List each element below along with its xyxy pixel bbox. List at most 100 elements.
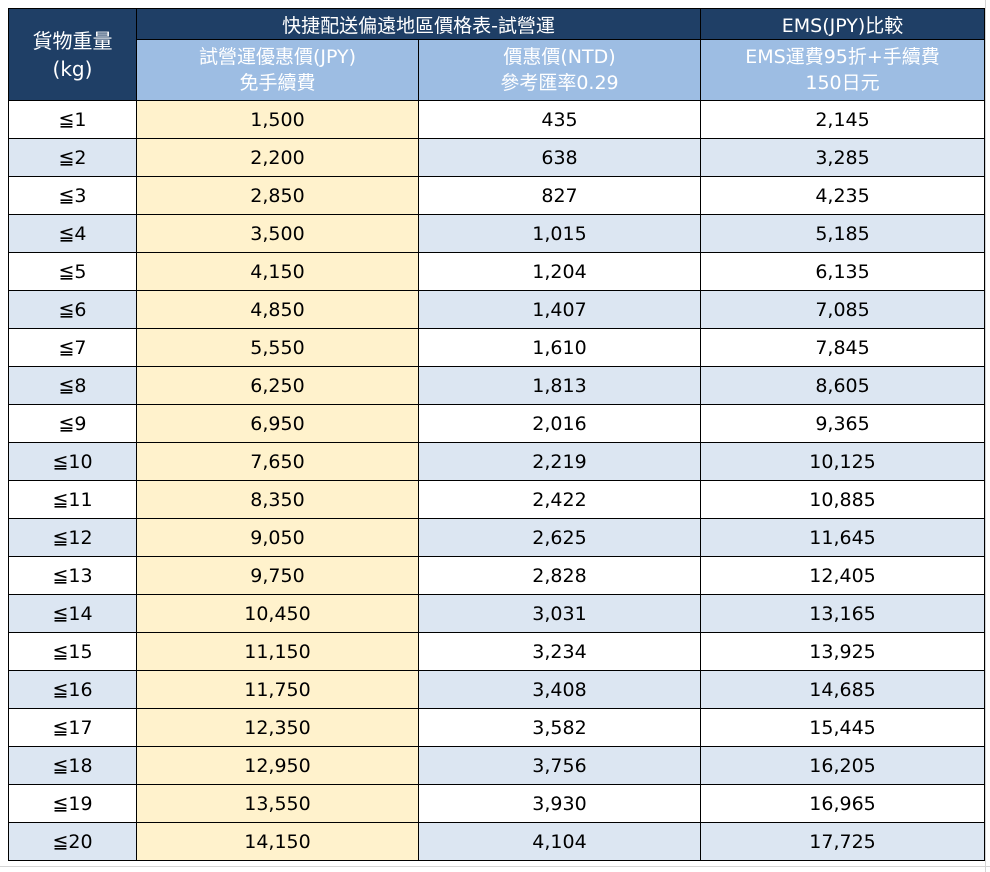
ems-price-cell[interactable]: 9,365 — [700, 404, 986, 443]
weight-cell[interactable]: ≦13 — [8, 556, 137, 595]
ntd-price-cell[interactable]: 3,930 — [417, 784, 702, 823]
ems-price-cell[interactable]: 5,185 — [700, 214, 986, 253]
jpy-price-cell[interactable]: 4,850 — [136, 290, 419, 329]
table-row: ≦14 10,450 3,031 13,165 — [8, 594, 986, 633]
ntd-price-cell[interactable]: 3,756 — [417, 746, 702, 785]
jpy-price-cell[interactable]: 2,850 — [136, 176, 419, 215]
jpy-price-cell[interactable]: 12,950 — [136, 746, 419, 785]
ems-price-cell[interactable]: 11,645 — [700, 518, 986, 557]
remote-area-price-group-header[interactable]: 快捷配送偏遠地區價格表-試營運 — [135, 8, 702, 40]
ntd-price-cell[interactable]: 3,408 — [417, 670, 702, 709]
weight-cell[interactable]: ≦1 — [8, 100, 137, 139]
ems-price-cell[interactable]: 7,845 — [700, 328, 986, 367]
ntd-price-cell[interactable]: 3,582 — [417, 708, 702, 747]
jpy-price-cell[interactable]: 11,150 — [136, 632, 419, 671]
jpy-price-header-line1: 試營運優惠價(JPY) — [198, 46, 357, 68]
ems-price-cell[interactable]: 10,885 — [700, 480, 986, 519]
weight-cell[interactable]: ≦11 — [8, 480, 137, 519]
ntd-price-cell[interactable]: 3,234 — [417, 632, 702, 671]
ems-price-cell[interactable]: 16,965 — [700, 784, 986, 823]
jpy-price-cell[interactable]: 8,350 — [136, 480, 419, 519]
ntd-price-cell[interactable]: 1,407 — [417, 290, 702, 329]
ntd-price-cell[interactable]: 3,031 — [417, 594, 702, 633]
ems-price-cell[interactable]: 13,165 — [700, 594, 986, 633]
ems-price-cell[interactable]: 12,405 — [700, 556, 986, 595]
ntd-price-cell[interactable]: 1,813 — [417, 366, 702, 405]
weight-header-cell[interactable]: 貨物重量 (kg) — [8, 8, 137, 101]
ems-price-cell[interactable]: 13,925 — [700, 632, 986, 671]
jpy-price-cell[interactable]: 4,150 — [136, 252, 419, 291]
jpy-price-cell[interactable]: 9,750 — [136, 556, 419, 595]
jpy-price-cell[interactable]: 9,050 — [136, 518, 419, 557]
jpy-price-cell[interactable]: 14,150 — [136, 822, 419, 861]
jpy-price-cell[interactable]: 12,350 — [136, 708, 419, 747]
weight-cell[interactable]: ≦20 — [8, 822, 137, 861]
jpy-price-cell[interactable]: 11,750 — [136, 670, 419, 709]
weight-cell[interactable]: ≦2 — [8, 138, 137, 177]
ems-price-cell[interactable]: 6,135 — [700, 252, 986, 291]
weight-header-line2: (kg) — [52, 56, 93, 81]
weight-cell[interactable]: ≦15 — [8, 632, 137, 671]
weight-cell[interactable]: ≦3 — [8, 176, 137, 215]
ems-price-cell[interactable]: 3,285 — [700, 138, 986, 177]
jpy-price-cell[interactable]: 13,550 — [136, 784, 419, 823]
jpy-price-cell[interactable]: 2,200 — [136, 138, 419, 177]
table-row: ≦18 12,950 3,756 16,205 — [8, 746, 986, 785]
weight-cell[interactable]: ≦14 — [8, 594, 137, 633]
table-row: ≦7 5,550 1,610 7,845 — [8, 328, 986, 367]
shipping-price-table: 貨物重量 (kg) 快捷配送偏遠地區價格表-試營運 EMS(JPY)比較 試營運… — [8, 8, 986, 861]
ntd-price-cell[interactable]: 638 — [417, 138, 702, 177]
jpy-price-cell[interactable]: 1,500 — [136, 100, 419, 139]
ntd-price-column-header[interactable]: 價惠價(NTD) 參考匯率0.29 — [417, 39, 702, 101]
header-row-columns: 試營運優惠價(JPY) 免手續費 價惠價(NTD) 參考匯率0.29 EMS運費… — [9, 39, 986, 101]
ems-price-cell[interactable]: 7,085 — [700, 290, 986, 329]
ntd-price-cell[interactable]: 1,204 — [417, 252, 702, 291]
table-row: ≦12 9,050 2,625 11,645 — [8, 518, 986, 557]
weight-cell[interactable]: ≦12 — [8, 518, 137, 557]
ntd-price-cell[interactable]: 2,828 — [417, 556, 702, 595]
ems-price-column-header[interactable]: EMS運費95折+手續費 150日元 — [700, 39, 986, 101]
weight-cell[interactable]: ≦7 — [8, 328, 137, 367]
ntd-price-cell[interactable]: 435 — [417, 100, 702, 139]
ems-price-cell[interactable]: 10,125 — [700, 442, 986, 481]
ntd-price-cell[interactable]: 2,219 — [417, 442, 702, 481]
jpy-price-cell[interactable]: 10,450 — [136, 594, 419, 633]
jpy-price-column-header[interactable]: 試營運優惠價(JPY) 免手續費 — [136, 39, 419, 101]
table-row: ≦1 1,500 435 2,145 — [8, 100, 986, 139]
weight-cell[interactable]: ≦10 — [8, 442, 137, 481]
jpy-price-cell[interactable]: 3,500 — [136, 214, 419, 253]
ntd-price-cell[interactable]: 827 — [417, 176, 702, 215]
weight-cell[interactable]: ≦17 — [8, 708, 137, 747]
ntd-price-cell[interactable]: 1,610 — [417, 328, 702, 367]
weight-cell[interactable]: ≦5 — [8, 252, 137, 291]
weight-cell[interactable]: ≦4 — [8, 214, 137, 253]
ntd-price-cell[interactable]: 2,422 — [417, 480, 702, 519]
ntd-price-header-line2: 參考匯率0.29 — [500, 72, 619, 94]
ntd-price-cell[interactable]: 2,625 — [417, 518, 702, 557]
ntd-price-cell[interactable]: 2,016 — [417, 404, 702, 443]
weight-cell[interactable]: ≦9 — [8, 404, 137, 443]
table-row: ≦16 11,750 3,408 14,685 — [8, 670, 986, 709]
ntd-price-cell[interactable]: 1,015 — [417, 214, 702, 253]
table-row: ≦8 6,250 1,813 8,605 — [8, 366, 986, 405]
ntd-price-cell[interactable]: 4,104 — [417, 822, 702, 861]
ems-price-cell[interactable]: 4,235 — [700, 176, 986, 215]
weight-cell[interactable]: ≦8 — [8, 366, 137, 405]
ems-price-cell[interactable]: 17,725 — [700, 822, 986, 861]
ems-price-cell[interactable]: 2,145 — [700, 100, 986, 139]
jpy-price-cell[interactable]: 7,650 — [136, 442, 419, 481]
weight-cell[interactable]: ≦18 — [8, 746, 137, 785]
sheet-gridline — [0, 866, 990, 867]
weight-cell[interactable]: ≦19 — [8, 784, 137, 823]
weight-cell[interactable]: ≦6 — [8, 290, 137, 329]
jpy-price-cell[interactable]: 6,950 — [136, 404, 419, 443]
table-row: ≦6 4,850 1,407 7,085 — [8, 290, 986, 329]
jpy-price-cell[interactable]: 5,550 — [136, 328, 419, 367]
ems-price-cell[interactable]: 14,685 — [700, 670, 986, 709]
jpy-price-cell[interactable]: 6,250 — [136, 366, 419, 405]
weight-cell[interactable]: ≦16 — [8, 670, 137, 709]
ems-price-cell[interactable]: 15,445 — [700, 708, 986, 747]
ems-comparison-group-header[interactable]: EMS(JPY)比較 — [700, 8, 986, 40]
ems-price-cell[interactable]: 16,205 — [700, 746, 986, 785]
ems-price-cell[interactable]: 8,605 — [700, 366, 986, 405]
